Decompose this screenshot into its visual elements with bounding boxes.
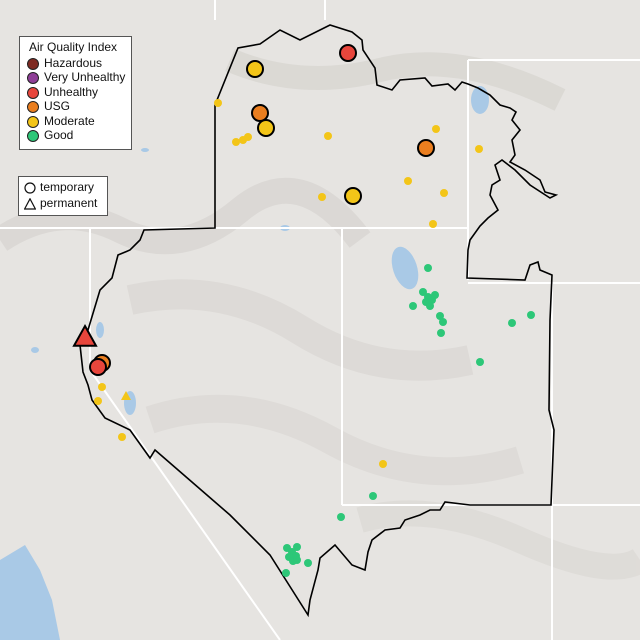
- temporary-monitor-marker: [419, 288, 427, 296]
- legend-label: temporary: [40, 180, 95, 194]
- legend-label: Moderate: [44, 113, 95, 128]
- legend-label: permanent: [40, 196, 98, 210]
- good-swatch: [27, 129, 39, 142]
- legend-label: Hazardous: [44, 56, 103, 70]
- legend-item-permanent: permanent: [19, 196, 107, 211]
- legend-label: USG: [44, 99, 71, 114]
- temporary-monitor-marker: [282, 569, 290, 577]
- terrain-shading: [0, 48, 640, 580]
- lakes: [31, 86, 489, 415]
- temporary-monitor-marker: [89, 358, 107, 376]
- temporary-monitor-marker: [409, 302, 417, 310]
- very-unhealthy-swatch: [27, 72, 39, 85]
- temporary-monitor-marker: [476, 358, 484, 366]
- temporary-monitor-marker: [429, 220, 437, 228]
- temporary-monitor-marker: [244, 133, 252, 141]
- temporary-monitor-marker: [339, 44, 357, 62]
- legend-label: Unhealthy: [44, 84, 99, 99]
- aqi-markers: [72, 44, 535, 577]
- temporary-monitor-marker: [475, 145, 483, 153]
- temporary-monitor-marker: [94, 397, 102, 405]
- moderate-swatch: [27, 115, 39, 128]
- legend-item-moderate: Moderate: [20, 114, 131, 128]
- temporary-monitor-marker: [379, 460, 387, 468]
- temporary-monitor-marker: [251, 104, 269, 122]
- temporary-monitor-marker: [293, 556, 301, 564]
- legend-item-hazardous: Hazardous: [20, 56, 131, 70]
- temporary-monitor-marker: [426, 302, 434, 310]
- temporary-monitor-marker: [432, 125, 440, 133]
- temporary-monitor-marker: [527, 311, 535, 319]
- temporary-monitor-marker: [431, 291, 439, 299]
- legend-label: Very Unhealthy: [44, 70, 126, 85]
- temporary-monitor-marker: [318, 193, 326, 201]
- temporary-monitor-marker: [369, 492, 377, 500]
- temporary-monitor-marker: [232, 138, 240, 146]
- region-boundary: [79, 24, 559, 618]
- legend-title: Air Quality Index: [29, 40, 118, 54]
- temporary-monitor-marker: [424, 264, 432, 272]
- triangle-icon: [24, 198, 36, 210]
- legend-item-unhealthy: Unhealthy: [20, 85, 131, 99]
- temporary-monitor-marker: [508, 319, 516, 327]
- temporary-monitor-marker: [214, 99, 222, 107]
- legend-item-usg: USG: [20, 99, 131, 114]
- temporary-monitor-marker: [257, 119, 275, 137]
- usg-swatch: [27, 101, 39, 114]
- temporary-monitor-marker: [293, 543, 301, 551]
- permanent-monitor-marker: [121, 391, 131, 400]
- temporary-monitor-marker: [344, 187, 362, 205]
- temporary-monitor-marker: [98, 383, 106, 391]
- temporary-monitor-marker: [118, 433, 126, 441]
- monitor-type-legend: temporary permanent: [18, 176, 108, 216]
- hazardous-swatch: [27, 58, 39, 70]
- temporary-monitor-marker: [417, 139, 435, 157]
- temporary-monitor-marker: [439, 318, 447, 326]
- legend-item-good: Good: [20, 128, 131, 142]
- legend-item-very-unhealthy: Very Unhealthy: [20, 70, 131, 85]
- legend-label: Good: [44, 127, 74, 142]
- permanent-monitor-marker: [72, 323, 98, 347]
- temporary-monitor-marker: [304, 559, 312, 567]
- ocean: [0, 545, 60, 640]
- aqi-legend: Air Quality Index Hazardous Very Unhealt…: [19, 36, 132, 150]
- circle-icon: [24, 182, 36, 194]
- legend-item-temporary: temporary: [19, 180, 107, 195]
- temporary-monitor-marker: [436, 312, 444, 320]
- temporary-monitor-marker: [440, 189, 448, 197]
- temporary-monitor-marker: [246, 60, 264, 78]
- temporary-monitor-marker: [404, 177, 412, 185]
- temporary-monitor-marker: [337, 513, 345, 521]
- temporary-monitor-marker: [324, 132, 332, 140]
- temporary-monitor-marker: [437, 329, 445, 337]
- unhealthy-swatch: [27, 86, 39, 99]
